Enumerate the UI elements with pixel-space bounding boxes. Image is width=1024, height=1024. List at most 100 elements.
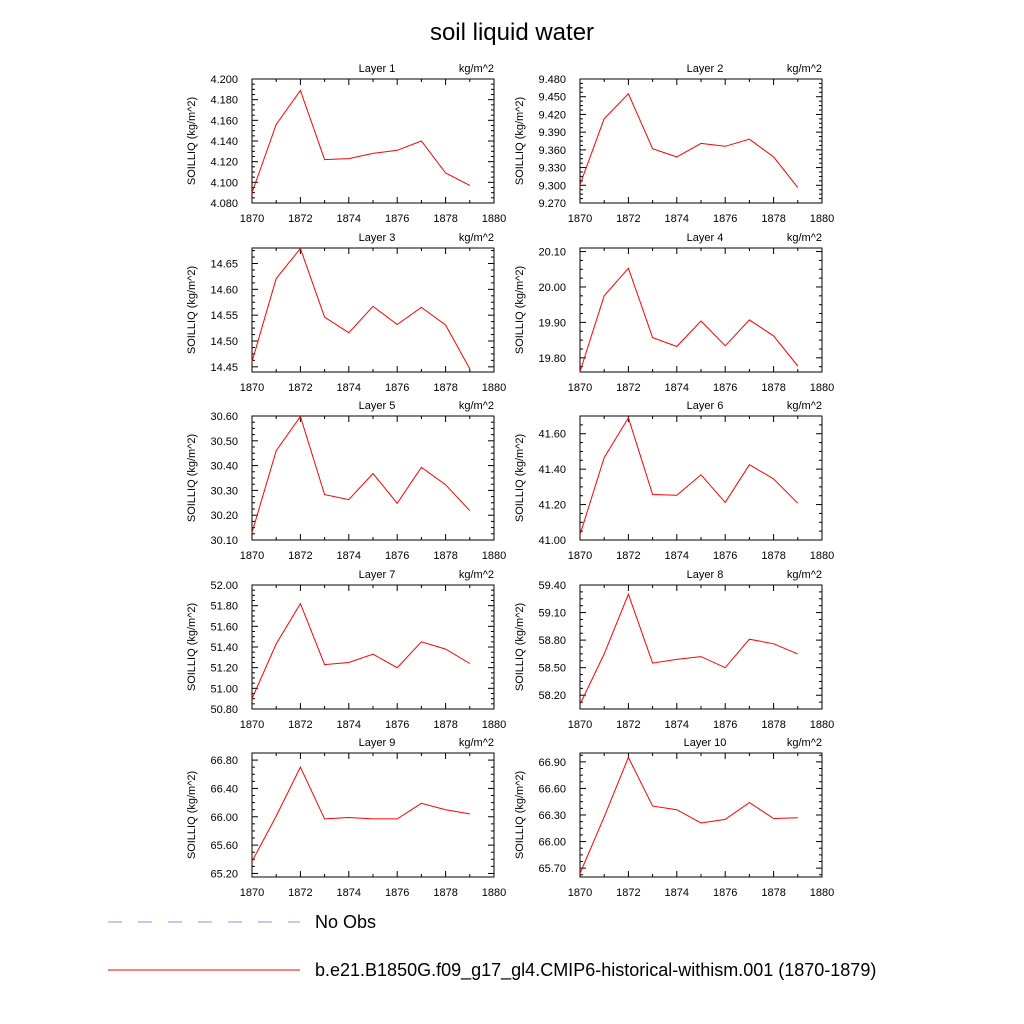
y-tick-label: 9.480 bbox=[538, 74, 566, 86]
y-tick-label: 30.30 bbox=[210, 485, 238, 497]
plot-frame-4 bbox=[579, 247, 823, 373]
series-line-layer-3 bbox=[251, 247, 471, 370]
x-tick-label: 1880 bbox=[810, 887, 834, 899]
panel-units-7: kg/m^2 bbox=[459, 569, 494, 581]
x-tick-label: 1874 bbox=[337, 382, 361, 394]
y-tick-label: 9.360 bbox=[538, 145, 566, 157]
y-tick-label: 66.80 bbox=[210, 755, 238, 767]
panel-units-4: kg/m^2 bbox=[787, 232, 822, 244]
y-tick-label: 4.200 bbox=[210, 74, 238, 86]
plot-frame-10 bbox=[579, 752, 823, 878]
x-tick-label: 1870 bbox=[568, 719, 592, 731]
x-tick-label: 1874 bbox=[337, 550, 361, 562]
y-axis-label-4: SOILLIQ (kg/m^2) bbox=[514, 266, 526, 354]
x-tick-label: 1870 bbox=[568, 550, 592, 562]
x-tick-label: 1876 bbox=[385, 550, 409, 562]
panel-layer-9: Layer 9 kg/m^2 SOILLIQ (kg/m^2) 1870 1872 187… bbox=[186, 737, 506, 899]
x-tick-label: 1876 bbox=[385, 382, 409, 394]
x-tick-label: 1876 bbox=[385, 719, 409, 731]
x-tick-label: 1872 bbox=[616, 550, 640, 562]
x-tick-label: 1874 bbox=[665, 382, 689, 394]
y-tick-label: 41.40 bbox=[538, 464, 566, 476]
y-tick-label: 4.080 bbox=[210, 198, 238, 210]
y-tick-label: 51.20 bbox=[210, 663, 238, 675]
y-axis-label-9: SOILLIQ (kg/m^2) bbox=[186, 771, 198, 859]
x-tick-label: 1878 bbox=[761, 719, 785, 731]
series-line-layer-2 bbox=[579, 92, 799, 188]
y-tick-label: 51.00 bbox=[210, 683, 238, 695]
y-tick-label: 66.00 bbox=[538, 837, 566, 849]
y-tick-label: 14.50 bbox=[210, 336, 238, 348]
y-tick-label: 14.55 bbox=[210, 310, 238, 322]
y-tick-label: 59.40 bbox=[538, 580, 566, 592]
x-tick-label: 1874 bbox=[665, 719, 689, 731]
x-tick-label: 1876 bbox=[713, 887, 737, 899]
x-tick-label: 1874 bbox=[665, 213, 689, 225]
plot-frame-8 bbox=[579, 584, 823, 710]
panel-units-5: kg/m^2 bbox=[459, 400, 494, 412]
x-tick-label: 1874 bbox=[665, 550, 689, 562]
x-tick-label: 1880 bbox=[482, 887, 506, 899]
y-axis-label-1: SOILLIQ (kg/m^2) bbox=[186, 97, 198, 185]
plot-frame-9 bbox=[251, 752, 495, 878]
x-tick-label: 1880 bbox=[482, 382, 506, 394]
y-axis-label-5: SOILLIQ (kg/m^2) bbox=[186, 434, 198, 522]
x-tick-label: 1880 bbox=[810, 382, 834, 394]
x-tick-label: 1872 bbox=[616, 887, 640, 899]
y-tick-label: 4.140 bbox=[210, 136, 238, 148]
panel-title-10: Layer 10 bbox=[684, 737, 727, 749]
y-tick-label: 65.20 bbox=[210, 868, 238, 880]
y-tick-label: 59.10 bbox=[538, 608, 566, 620]
x-tick-label: 1876 bbox=[385, 887, 409, 899]
panel-grid: Layer 1 kg/m^2 SOILLIQ (kg/m^2) 1870 1872 187… bbox=[186, 63, 834, 899]
x-tick-label: 1872 bbox=[288, 550, 312, 562]
y-tick-label: 66.00 bbox=[210, 812, 238, 824]
panel-title-8: Layer 8 bbox=[687, 569, 724, 581]
y-tick-label: 9.300 bbox=[538, 180, 566, 192]
series-line-layer-1 bbox=[251, 89, 471, 193]
x-tick-label: 1878 bbox=[433, 719, 457, 731]
y-tick-label: 30.50 bbox=[210, 436, 238, 448]
x-tick-label: 1878 bbox=[433, 382, 457, 394]
series-line-layer-5 bbox=[251, 415, 471, 533]
y-tick-label: 65.70 bbox=[538, 863, 566, 875]
x-tick-label: 1870 bbox=[240, 550, 264, 562]
y-tick-label: 50.80 bbox=[210, 704, 238, 716]
y-tick-label: 30.40 bbox=[210, 461, 238, 473]
plot-frame-5 bbox=[251, 415, 495, 541]
y-axis-label-6: SOILLIQ (kg/m^2) bbox=[514, 434, 526, 522]
x-tick-label: 1872 bbox=[616, 719, 640, 731]
y-tick-label: 4.180 bbox=[210, 95, 238, 107]
x-tick-label: 1874 bbox=[337, 719, 361, 731]
y-tick-label: 58.50 bbox=[538, 663, 566, 675]
y-tick-label: 58.20 bbox=[538, 690, 566, 702]
y-tick-label: 9.390 bbox=[538, 127, 566, 139]
panel-layer-5: Layer 5 kg/m^2 SOILLIQ (kg/m^2) 1870 1872 187… bbox=[186, 400, 506, 562]
y-tick-label: 4.160 bbox=[210, 115, 238, 127]
x-tick-label: 1870 bbox=[568, 382, 592, 394]
x-tick-label: 1880 bbox=[810, 550, 834, 562]
y-axis-label-3: SOILLIQ (kg/m^2) bbox=[186, 266, 198, 354]
y-axis-label-8: SOILLIQ (kg/m^2) bbox=[514, 603, 526, 691]
legend: No Obs b.e21.B1850G.f09_g17_gl4.CMIP6-hi… bbox=[108, 912, 876, 981]
y-tick-label: 51.40 bbox=[210, 642, 238, 654]
panel-title-2: Layer 2 bbox=[687, 63, 724, 75]
x-tick-label: 1872 bbox=[288, 213, 312, 225]
x-tick-label: 1872 bbox=[616, 213, 640, 225]
y-tick-label: 19.90 bbox=[538, 317, 566, 329]
y-tick-label: 66.90 bbox=[538, 757, 566, 769]
y-tick-label: 20.00 bbox=[538, 282, 566, 294]
plot-frame-1 bbox=[251, 78, 495, 204]
series-line-layer-7 bbox=[251, 602, 471, 699]
y-tick-label: 9.330 bbox=[538, 163, 566, 175]
series-line-layer-8 bbox=[579, 592, 798, 705]
panel-units-10: kg/m^2 bbox=[787, 737, 822, 749]
y-tick-label: 41.60 bbox=[538, 429, 566, 441]
chart-title: soil liquid water bbox=[430, 19, 594, 46]
x-tick-label: 1874 bbox=[337, 887, 361, 899]
x-tick-label: 1880 bbox=[810, 213, 834, 225]
panel-title-7: Layer 7 bbox=[359, 569, 396, 581]
y-tick-label: 66.60 bbox=[538, 783, 566, 795]
x-tick-label: 1872 bbox=[288, 887, 312, 899]
